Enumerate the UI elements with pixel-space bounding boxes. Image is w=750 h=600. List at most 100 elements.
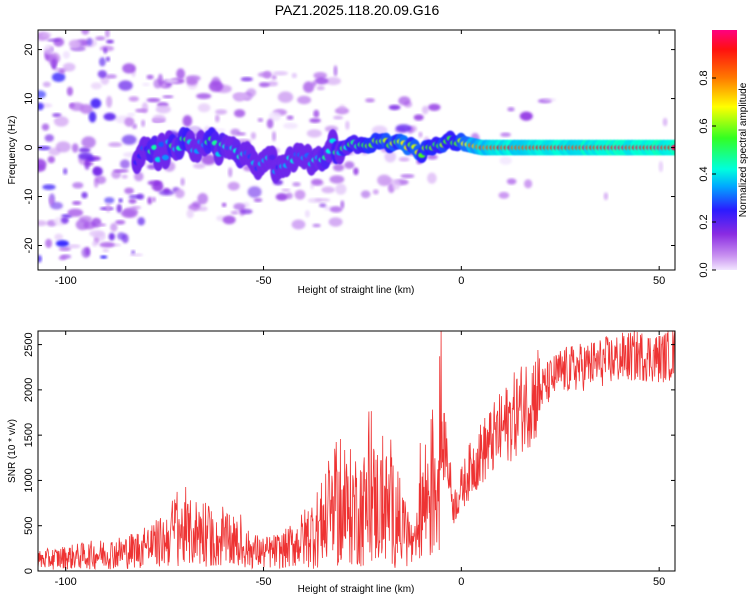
- spectrogram-noise-blob: [141, 119, 146, 128]
- spectrogram-noise-blob: [155, 105, 171, 114]
- x-tick-label: 0: [458, 576, 464, 588]
- spectrogram-noise-blob: [333, 65, 338, 77]
- y-tick-label: -20: [23, 238, 35, 254]
- spectrogram-noise-blob: [92, 166, 103, 177]
- spectrogram-noise-blob: [118, 80, 133, 91]
- spectrogram-noise-blob: [268, 111, 282, 122]
- spectrogram-noise-blob: [228, 167, 233, 178]
- spectrogram-noise-blob: [388, 104, 401, 111]
- spectrogram-noise-blob: [71, 143, 79, 153]
- spectrogram-noise-blob: [158, 189, 175, 196]
- spectrogram-noise-blob: [283, 122, 298, 129]
- spectrogram-ridge-core: [268, 154, 276, 160]
- spectrogram-noise-blob: [312, 223, 321, 228]
- spectrogram-noise-blob: [146, 98, 161, 103]
- spectrogram-noise-blob: [95, 36, 106, 41]
- spectrogram-noise-blob: [38, 102, 44, 111]
- colorbar-tick-label: 0.6: [698, 118, 710, 133]
- spectrogram-noise-blob: [42, 81, 51, 88]
- y-tick-label: 10: [23, 92, 35, 104]
- spectrogram-noise-blob: [271, 74, 277, 80]
- spectrogram-noise-blob: [365, 98, 375, 103]
- spectrogram-noise-blob: [81, 247, 91, 258]
- spectrogram-noise-blob: [498, 191, 510, 199]
- spectrogram-noise-blob: [180, 177, 185, 186]
- spectrogram-noise-blob: [234, 109, 246, 118]
- spectrogram-noise-blob: [281, 188, 291, 192]
- y-tick-label: 0: [23, 144, 35, 150]
- spectrogram-noise-blob: [44, 44, 54, 55]
- spectrogram-noise-blob: [247, 186, 262, 198]
- spectrogram-noise-blob: [55, 141, 71, 153]
- x-tick-label: -100: [55, 576, 77, 588]
- spectrogram-noise-blob: [193, 163, 206, 169]
- spectrogram-noise-blob: [186, 77, 198, 86]
- spectrogram-noise-blob: [197, 206, 208, 212]
- colorbar-tick-label: 0.2: [698, 214, 710, 229]
- spectrogram-noise-blob: [55, 240, 69, 247]
- spectrogram-ridge-core: [161, 154, 169, 161]
- spectrogram-noise-blob: [121, 134, 137, 145]
- x-tick-label: 0: [458, 275, 464, 287]
- spectrogram-noise-blob: [344, 161, 355, 169]
- spectrogram-noise-blob: [61, 216, 69, 224]
- spectrogram-noise-blob: [250, 132, 256, 140]
- spectrogram-noise-blob: [182, 115, 193, 127]
- spectrogram-noise-blob: [340, 200, 345, 209]
- spectrogram-noise-blob: [201, 154, 216, 165]
- y-tick-label: 1500: [23, 423, 35, 447]
- spectrogram-noise-blob: [418, 131, 423, 138]
- spectrogram-noise-blob: [257, 118, 264, 122]
- spectrogram-noise-blob: [58, 69, 65, 75]
- spectrogram-noise-blob: [240, 208, 253, 215]
- spectrogram-noise-blob: [46, 38, 62, 42]
- spectrogram-noise-blob: [79, 215, 92, 223]
- spectrogram-noise-blob: [325, 77, 341, 86]
- spectrogram-noise-blob: [421, 105, 429, 115]
- spectrogram-noise-blob: [333, 115, 344, 120]
- spectrogram-noise-blob: [115, 220, 126, 225]
- spectrogram-noise-blob: [78, 147, 91, 153]
- spectrogram-noise-blob: [304, 210, 310, 218]
- spectrogram-noise-blob: [164, 79, 179, 83]
- spectrogram-noise-blob: [86, 37, 93, 46]
- spectrogram-noise-blob: [499, 156, 512, 165]
- spectrogram-noise-blob: [128, 198, 137, 204]
- spectrogram-noise-blob: [313, 109, 320, 118]
- spectrogram-noise-blob: [292, 182, 301, 187]
- spectrogram-noise-blob: [41, 123, 50, 131]
- spectrogram-noise-blob: [104, 197, 115, 204]
- spectrogram-noise-blob: [67, 208, 84, 217]
- spectrogram-noise-blob: [413, 114, 424, 121]
- spectrogram-noise-blob: [360, 190, 371, 199]
- spectrogram-noise-blob: [311, 178, 323, 186]
- spectrogram-noise-blob: [208, 80, 224, 92]
- spectrogram-x-axis-label: Height of straight line (km): [298, 285, 415, 296]
- colorbar-tick-label: 0.8: [698, 70, 710, 85]
- spectrogram-noise-blob: [603, 192, 609, 201]
- y-tick-label: 1000: [23, 468, 35, 492]
- spectrogram-noise-blob: [524, 179, 533, 189]
- spectrogram-noise-blob: [506, 178, 517, 185]
- spectrogram-noise-blob: [41, 32, 52, 38]
- spectrogram-noise-blob: [384, 151, 397, 163]
- spectrogram-noise-blob: [329, 175, 345, 184]
- spectrogram-noise-blob: [47, 156, 55, 164]
- y-tick-label: -10: [23, 189, 35, 205]
- spectrogram-noise-blob: [84, 158, 90, 170]
- spectrogram-noise-blob: [103, 112, 116, 121]
- spectrogram-noise-blob: [232, 93, 247, 99]
- spectrogram-noise-blob: [106, 74, 117, 79]
- spectrogram-noise-blob: [124, 187, 134, 194]
- spectrogram-noise-blob: [391, 179, 401, 190]
- colorbar-label: Normalized spectral amplitude: [738, 82, 749, 217]
- spectrogram-noise-blob: [291, 72, 297, 79]
- spectrogram-noise-blob: [79, 104, 93, 114]
- spectrogram-noise-blob: [97, 223, 107, 227]
- spectrogram-noise-blob: [58, 255, 67, 261]
- spectrogram-noise-blob: [146, 74, 154, 80]
- spectrogram-noise-blob: [42, 184, 56, 191]
